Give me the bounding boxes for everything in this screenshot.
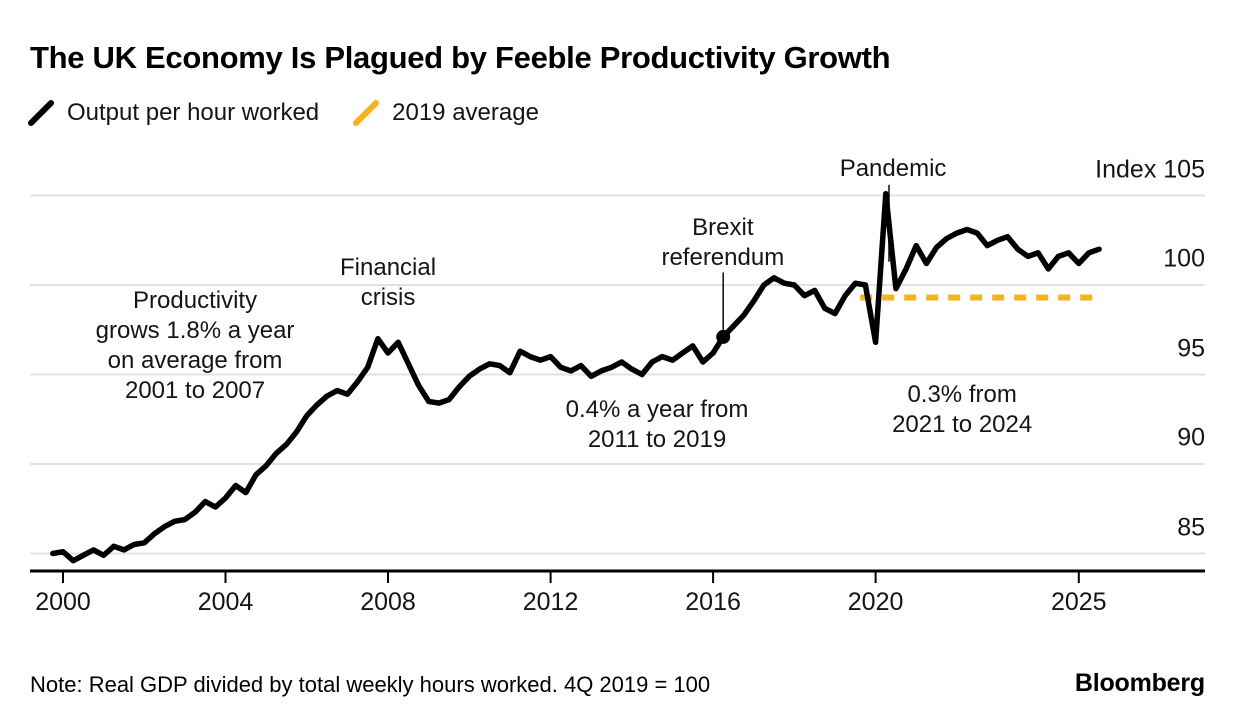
y-tick-label-100: 100 — [1163, 244, 1205, 273]
y-tick-label-105: Index 105 — [1095, 155, 1205, 183]
productivity-2001-2007-annotation-line: on average from — [107, 346, 283, 374]
brexit-referendum-marker-dot — [716, 329, 731, 344]
financial-crisis-annotation-line: Financial — [340, 254, 437, 282]
brexit-referendum-annotation-line: referendum — [661, 243, 785, 271]
legend-item-2019-average: 2019 average — [353, 99, 539, 127]
x-tick-label-2008: 2008 — [360, 588, 416, 616]
legend-item-output-per-hour: Output per hour worked — [28, 99, 319, 127]
pandemic-annotation-line: Pandemic — [839, 154, 947, 182]
gold-slash-icon — [353, 100, 380, 126]
footnote: Note: Real GDP divided by total weekly h… — [30, 672, 711, 697]
productivity-2001-2007-annotation: Productivity grows 1.8% a year on average … — [96, 286, 295, 406]
growth-2021-2024-annotation-line: 0.3% from — [907, 381, 1017, 409]
chart-title: The UK Economy Is Plagued by Feeble Prod… — [30, 40, 891, 75]
x-tick-label-2016: 2016 — [685, 588, 741, 616]
productivity-2001-2007-annotation-line: 2001 to 2007 — [124, 376, 266, 404]
pandemic-annotation: Pandemic — [840, 154, 947, 184]
y-tick-label-95: 95 — [1177, 334, 1205, 362]
x-tick-label-2025: 2025 — [1050, 588, 1107, 616]
y-tick-label-85: 85 — [1177, 513, 1205, 541]
brexit-referendum-annotation: Brexit referendum — [661, 213, 784, 273]
x-tick-label-2004: 2004 — [197, 588, 254, 616]
x-tick-label-2000: 2000 — [35, 588, 91, 616]
productivity-2001-2007-annotation-line: grows 1.8% a year — [95, 316, 295, 344]
productivity-2001-2007-annotation-line: Productivity — [133, 286, 258, 314]
legend-label-output-per-hour: Output per hour worked — [67, 99, 320, 126]
series-line-0 — [50, 190, 1102, 564]
x-tick-label-2020: 2020 — [847, 588, 904, 616]
legend-label-2019-average: 2019 average — [392, 99, 539, 126]
brexit-referendum-annotation-line: Brexit — [692, 213, 754, 241]
growth-2021-2024-annotation-line: 2021 to 2024 — [892, 411, 1033, 439]
growth-2011-2019-annotation: 0.4% a year from 2011 to 2019 — [566, 395, 749, 455]
y-tick-label-90: 90 — [1177, 423, 1205, 452]
growth-2021-2024-annotation: 0.3% from 2021 to 2024 — [892, 380, 1032, 440]
financial-crisis-annotation: Financial crisis — [340, 253, 436, 313]
x-tick-label-2012: 2012 — [522, 588, 579, 616]
black-slash-icon — [28, 100, 54, 126]
legend: Output per hour worked 2019 average — [28, 99, 539, 127]
growth-2011-2019-annotation-line: 2011 to 2019 — [587, 425, 727, 453]
bloomberg-logo: Bloomberg — [1074, 669, 1205, 697]
financial-crisis-annotation-line: crisis — [360, 284, 416, 312]
growth-2011-2019-annotation-line: 0.4% a year from — [565, 395, 749, 423]
